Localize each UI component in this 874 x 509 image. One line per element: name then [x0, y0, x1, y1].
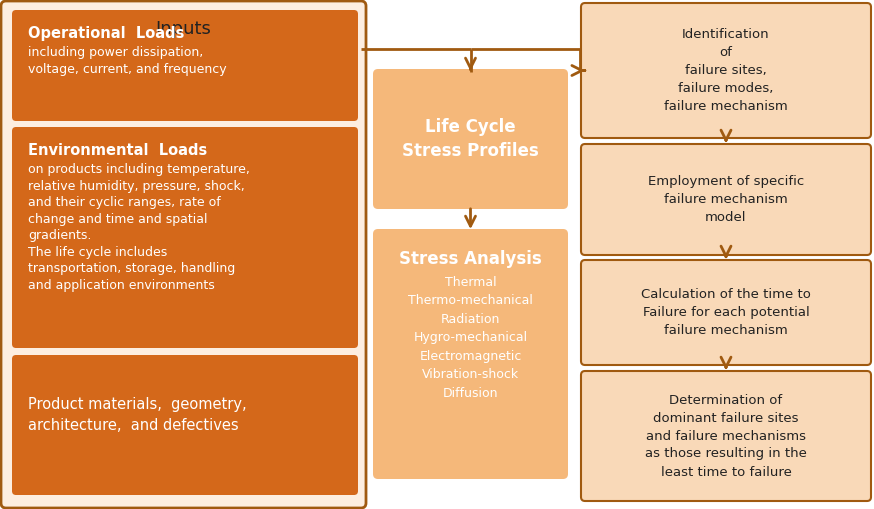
- Text: Identification
of
failure sites,
failure modes,
failure mechanism: Identification of failure sites, failure…: [664, 28, 787, 113]
- Text: including power dissipation,
voltage, current, and frequency: including power dissipation, voltage, cu…: [28, 46, 226, 76]
- Text: Life Cycle
Stress Profiles: Life Cycle Stress Profiles: [402, 118, 539, 160]
- FancyBboxPatch shape: [581, 260, 871, 365]
- FancyBboxPatch shape: [1, 1, 366, 508]
- FancyBboxPatch shape: [373, 69, 568, 209]
- Text: Thermal
Thermo-mechanical
Radiation
Hygro-mechanical
Electromagnetic
Vibration-s: Thermal Thermo-mechanical Radiation Hygr…: [408, 276, 533, 400]
- FancyBboxPatch shape: [581, 371, 871, 501]
- FancyBboxPatch shape: [373, 229, 568, 479]
- Text: Product materials,  geometry,
architecture,  and defectives: Product materials, geometry, architectur…: [28, 397, 246, 433]
- FancyBboxPatch shape: [12, 10, 358, 121]
- Text: Inputs: Inputs: [156, 20, 212, 38]
- FancyBboxPatch shape: [581, 3, 871, 138]
- Text: on products including temperature,
relative humidity, pressure, shock,
and their: on products including temperature, relat…: [28, 163, 250, 292]
- Text: Calculation of the time to
Failure for each potential
failure mechanism: Calculation of the time to Failure for e…: [641, 288, 811, 337]
- FancyBboxPatch shape: [581, 144, 871, 255]
- FancyBboxPatch shape: [12, 127, 358, 348]
- Text: Operational  Loads: Operational Loads: [28, 26, 184, 41]
- Text: Environmental  Loads: Environmental Loads: [28, 143, 207, 158]
- Text: Determination of
dominant failure sites
and failure mechanisms
as those resultin: Determination of dominant failure sites …: [645, 393, 807, 478]
- Text: Employment of specific
failure mechanism
model: Employment of specific failure mechanism…: [648, 175, 804, 224]
- Text: Stress Analysis: Stress Analysis: [399, 250, 542, 268]
- FancyBboxPatch shape: [12, 355, 358, 495]
